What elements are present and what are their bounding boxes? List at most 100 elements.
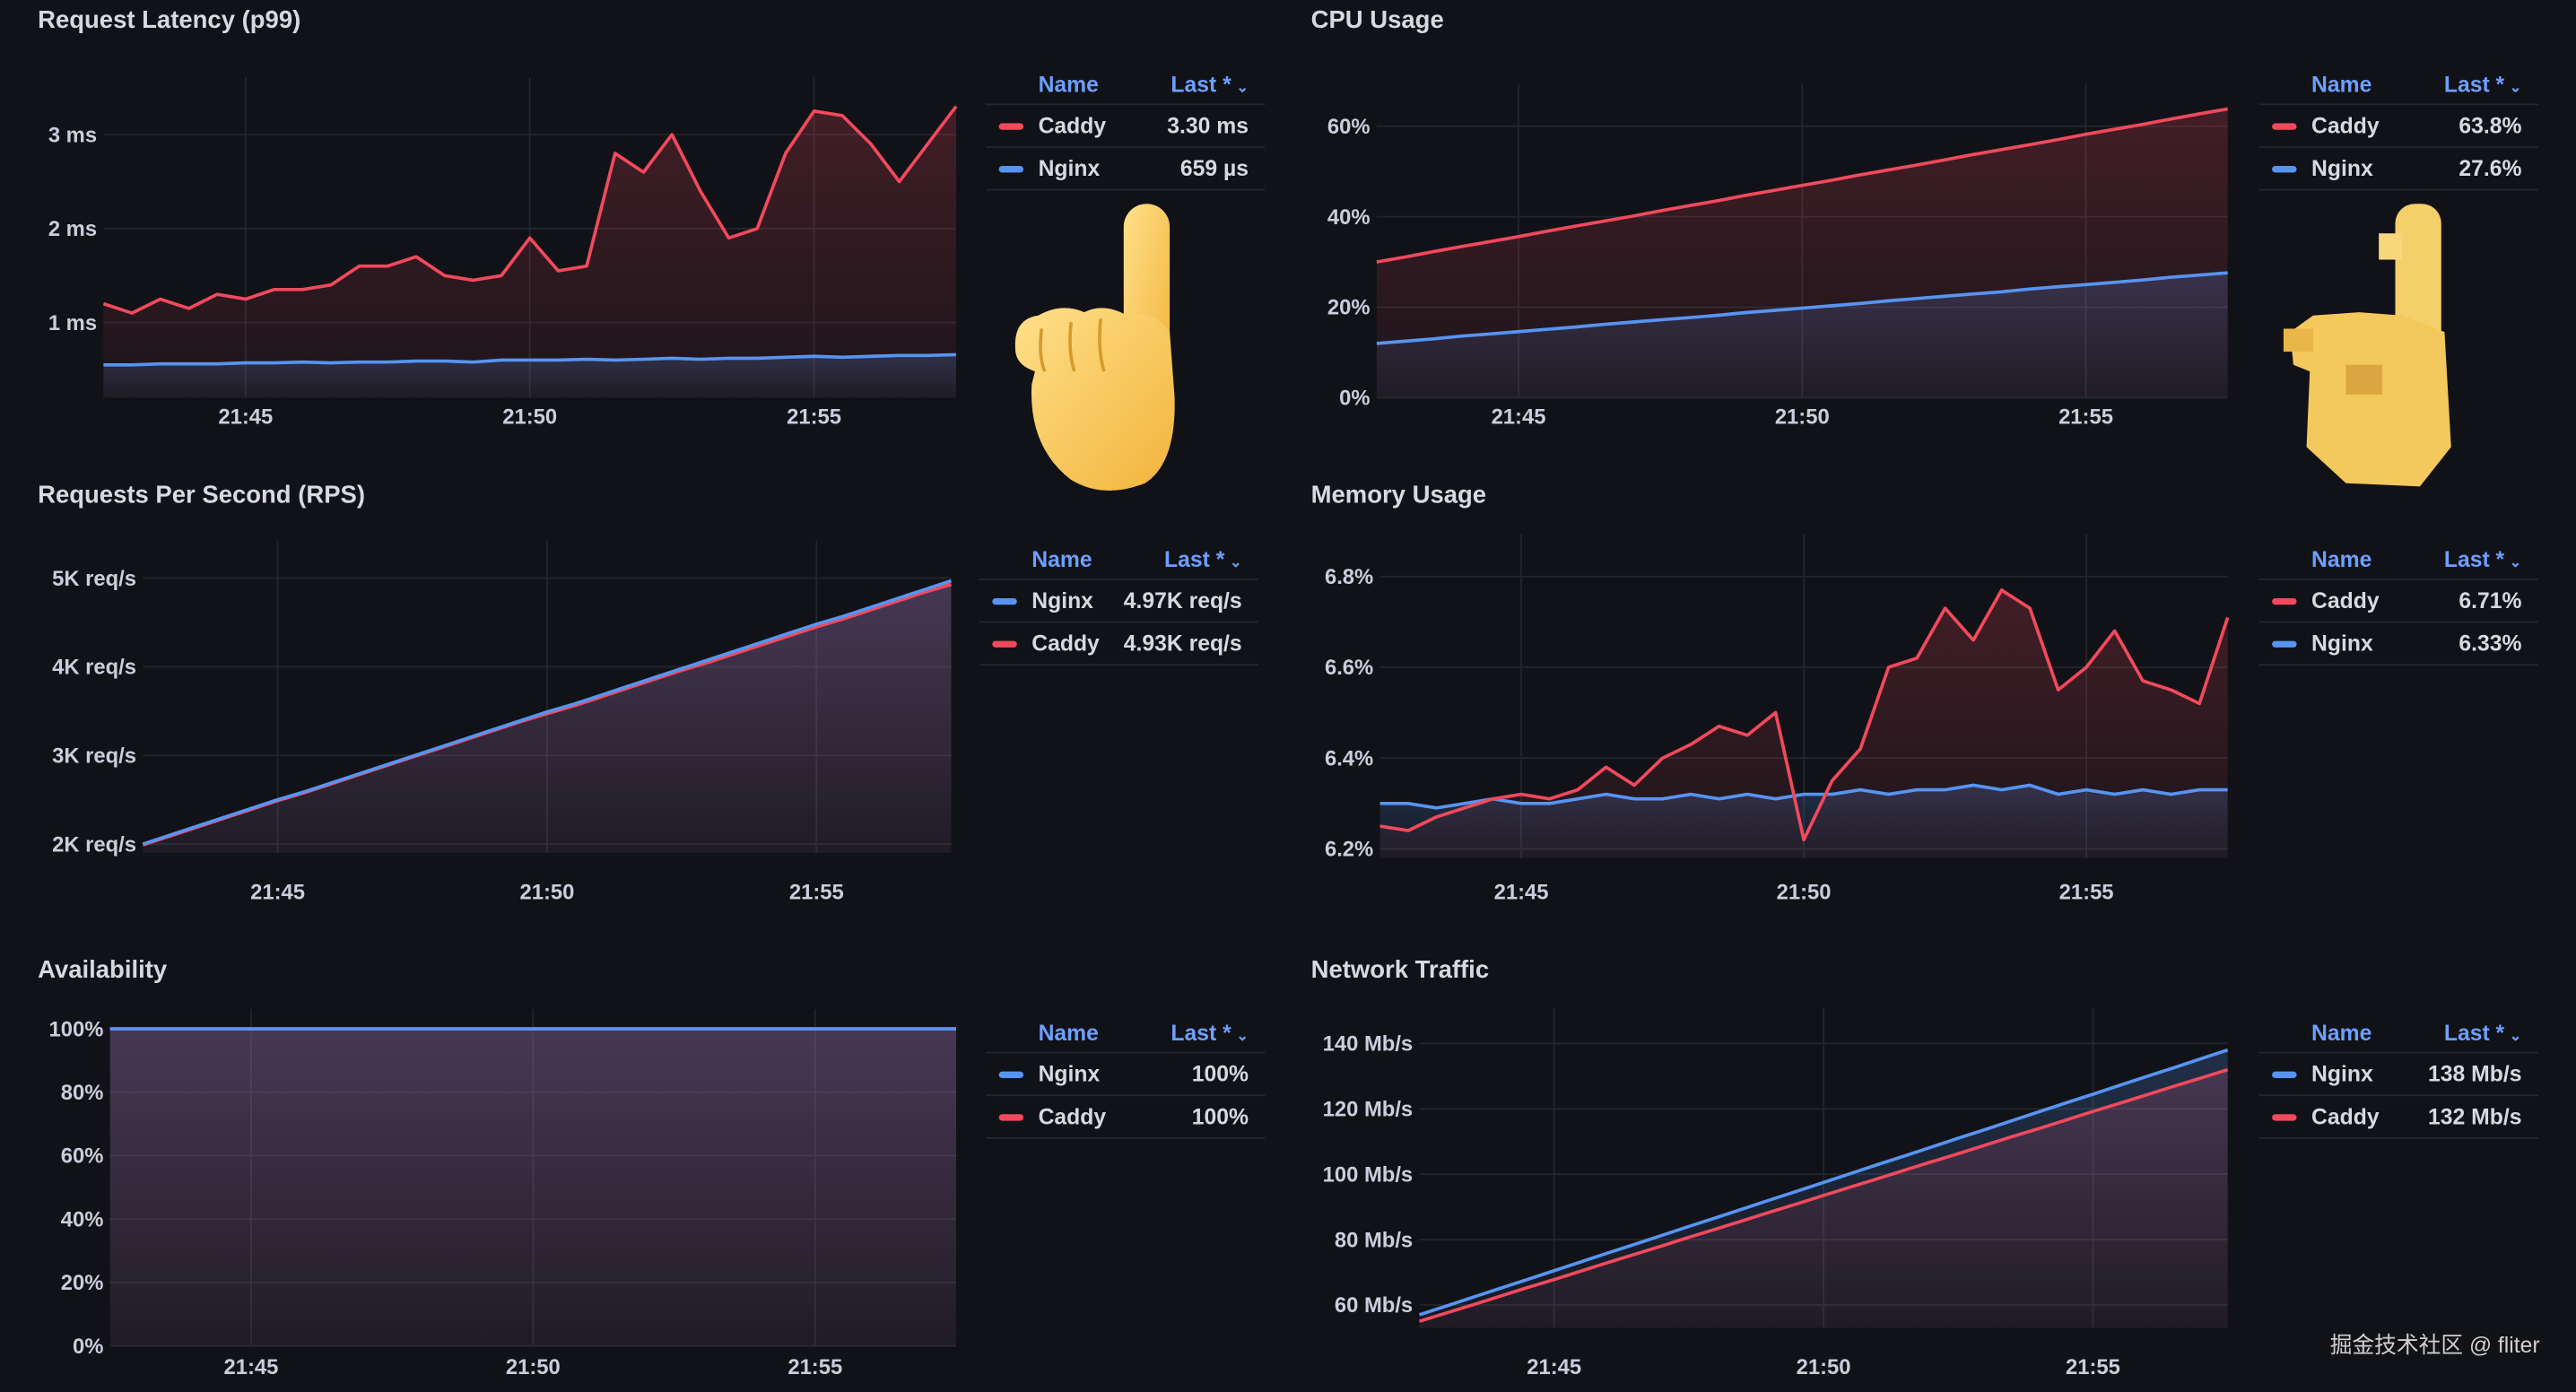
legend-name-header[interactable]: Name <box>1038 71 1099 97</box>
legend-last-header[interactable]: Last * ⌄ <box>2444 1020 2522 1044</box>
legend-row[interactable]: Caddy 63.8% <box>2258 105 2538 148</box>
series-line-nginx <box>1379 783 2228 810</box>
legend-header: Name Last * ⌄ <box>985 1013 1266 1054</box>
chevron-down-icon: ⌄ <box>1229 552 1242 570</box>
legend-name-header[interactable]: Name <box>1038 1019 1099 1045</box>
legend-row[interactable]: Nginx 138 Mb/s <box>2258 1054 2538 1097</box>
series-color-swatch <box>998 122 1024 129</box>
series-last-value: 27.6% <box>2459 156 2522 181</box>
y-tick-label: 80 Mb/s <box>1335 1228 1413 1252</box>
panel-title[interactable]: Availability <box>38 956 168 985</box>
series-color-swatch <box>998 165 1024 172</box>
x-tick-label: 21:55 <box>788 1355 842 1379</box>
chevron-down-icon: ⌄ <box>2509 552 2522 570</box>
x-tick-label: 21:55 <box>2058 405 2113 430</box>
pointing-up-hand-emoji-pixelated <box>2283 204 2451 487</box>
series-name: Caddy <box>1038 1104 1107 1129</box>
series-last-value: 659 µs <box>1179 156 1249 181</box>
legend-row[interactable]: Caddy 132 Mb/s <box>2258 1096 2538 1139</box>
legend-last-header[interactable]: Last * ⌄ <box>2444 546 2522 570</box>
series-line-nginx <box>142 579 953 846</box>
series-line-nginx <box>103 352 957 367</box>
panel-title[interactable]: Memory Usage <box>1310 481 1487 510</box>
series-last-value: 3.30 ms <box>1167 113 1249 138</box>
x-tick-label: 21:50 <box>1775 405 1830 430</box>
x-tick-label: 21:50 <box>519 880 574 904</box>
legend-row[interactable]: Nginx 6.33% <box>2258 622 2538 666</box>
x-tick-label: 21:45 <box>218 405 273 430</box>
y-tick-label: 60% <box>61 1144 104 1169</box>
chevron-down-icon: ⌄ <box>2509 78 2522 95</box>
panel-title[interactable]: CPU Usage <box>1310 6 1444 35</box>
series-line-caddy <box>1418 1067 2229 1323</box>
series-color-swatch <box>2272 1070 2297 1078</box>
y-tick-label: 2K req/s <box>52 832 136 857</box>
series-last-value: 100% <box>1191 1104 1249 1129</box>
y-tick-label: 140 Mb/s <box>1323 1032 1414 1057</box>
series-color-swatch <box>2272 122 2297 129</box>
chart-2: 2K req/s 3K req/s 4K req/s 5K req/s 21:45 21:… <box>52 540 953 904</box>
y-tick-label: 0% <box>73 1335 103 1359</box>
legend-name-header[interactable]: Name <box>2311 1019 2372 1045</box>
series-color-swatch <box>2272 165 2297 172</box>
series-name: Nginx <box>2311 631 2373 657</box>
panel-title[interactable]: Requests Per Second (RPS) <box>38 481 366 510</box>
series-line-caddy <box>1376 107 2228 264</box>
legend-row[interactable]: Caddy 100% <box>985 1096 1266 1139</box>
legend-name-header[interactable]: Name <box>2311 546 2372 571</box>
series-name: Nginx <box>1038 156 1101 181</box>
series-name: Nginx <box>2311 156 2373 181</box>
legend-row[interactable]: Nginx 27.6% <box>2258 148 2538 191</box>
panel-title[interactable]: Network Traffic <box>1310 956 1490 985</box>
legend-name-header[interactable]: Name <box>2311 71 2372 97</box>
y-tick-label: 60 Mb/s <box>1335 1293 1413 1318</box>
y-tick-label: 100 Mb/s <box>1323 1162 1414 1187</box>
series-name: Caddy <box>1038 113 1107 138</box>
y-tick-label: 3K req/s <box>52 744 136 768</box>
legend-row[interactable]: Nginx 100% <box>985 1054 1266 1097</box>
legend-row[interactable]: Caddy 3.30 ms <box>985 105 1266 148</box>
legend-name-header[interactable]: Name <box>1031 546 1092 571</box>
legend-row[interactable]: Nginx 659 µs <box>985 148 1266 191</box>
y-tick-label: 2 ms <box>48 217 97 241</box>
legend-row[interactable]: Caddy 4.93K req/s <box>979 622 1259 666</box>
series-color-swatch <box>998 1113 1024 1120</box>
legend-last-header[interactable]: Last * ⌄ <box>1171 1020 1249 1044</box>
legend-last-label: Last * <box>1171 1019 1231 1045</box>
x-tick-label: 21:45 <box>1492 405 1546 430</box>
series-name: Caddy <box>2311 113 2380 138</box>
series-last-value: 6.71% <box>2459 587 2522 613</box>
legend-header: Name Last * ⌄ <box>2258 1013 2538 1054</box>
series-last-value: 4.97K req/s <box>1123 587 1242 613</box>
x-tick-label: 21:55 <box>2059 880 2114 904</box>
y-tick-label: 20% <box>61 1271 104 1295</box>
y-tick-label: 1 ms <box>48 311 97 335</box>
series-line-caddy <box>102 105 958 315</box>
y-tick-label: 120 Mb/s <box>1323 1098 1414 1122</box>
x-tick-label: 21:55 <box>787 405 841 430</box>
legend-last-header[interactable]: Last * ⌄ <box>1164 546 1242 570</box>
x-tick-label: 21:50 <box>1797 1355 1851 1379</box>
x-tick-label: 21:45 <box>250 880 305 904</box>
legend-last-header[interactable]: Last * ⌄ <box>1171 72 1249 96</box>
legend-table: Name Last * ⌄ Caddy 6.71% Nginx 6.33% <box>2258 539 2538 666</box>
y-tick-label: 6.8% <box>1325 565 1373 589</box>
legend-table: Name Last * ⌄ Caddy 63.8% Nginx 27.6% <box>2258 64 2538 191</box>
series-area-caddy <box>1379 589 2228 858</box>
x-tick-label: 21:45 <box>1527 1355 1581 1379</box>
y-tick-label: 40% <box>61 1207 104 1231</box>
legend-row[interactable]: Nginx 4.97K req/s <box>979 580 1259 623</box>
panel-title[interactable]: Request Latency (p99) <box>38 6 301 35</box>
legend-last-header[interactable]: Last * ⌄ <box>2444 72 2522 96</box>
legend-header: Name Last * ⌄ <box>2258 64 2538 106</box>
series-color-swatch <box>2272 597 2297 605</box>
series-last-value: 138 Mb/s <box>2428 1061 2522 1087</box>
y-tick-label: 4K req/s <box>52 656 136 680</box>
y-tick-label: 80% <box>61 1081 104 1105</box>
series-area-nginx <box>109 1029 956 1346</box>
pointing-up-hand-emoji <box>1014 204 1175 492</box>
y-tick-label: 6.4% <box>1325 746 1373 770</box>
series-name: Caddy <box>2311 587 2380 613</box>
legend-row[interactable]: Caddy 6.71% <box>2258 580 2538 623</box>
